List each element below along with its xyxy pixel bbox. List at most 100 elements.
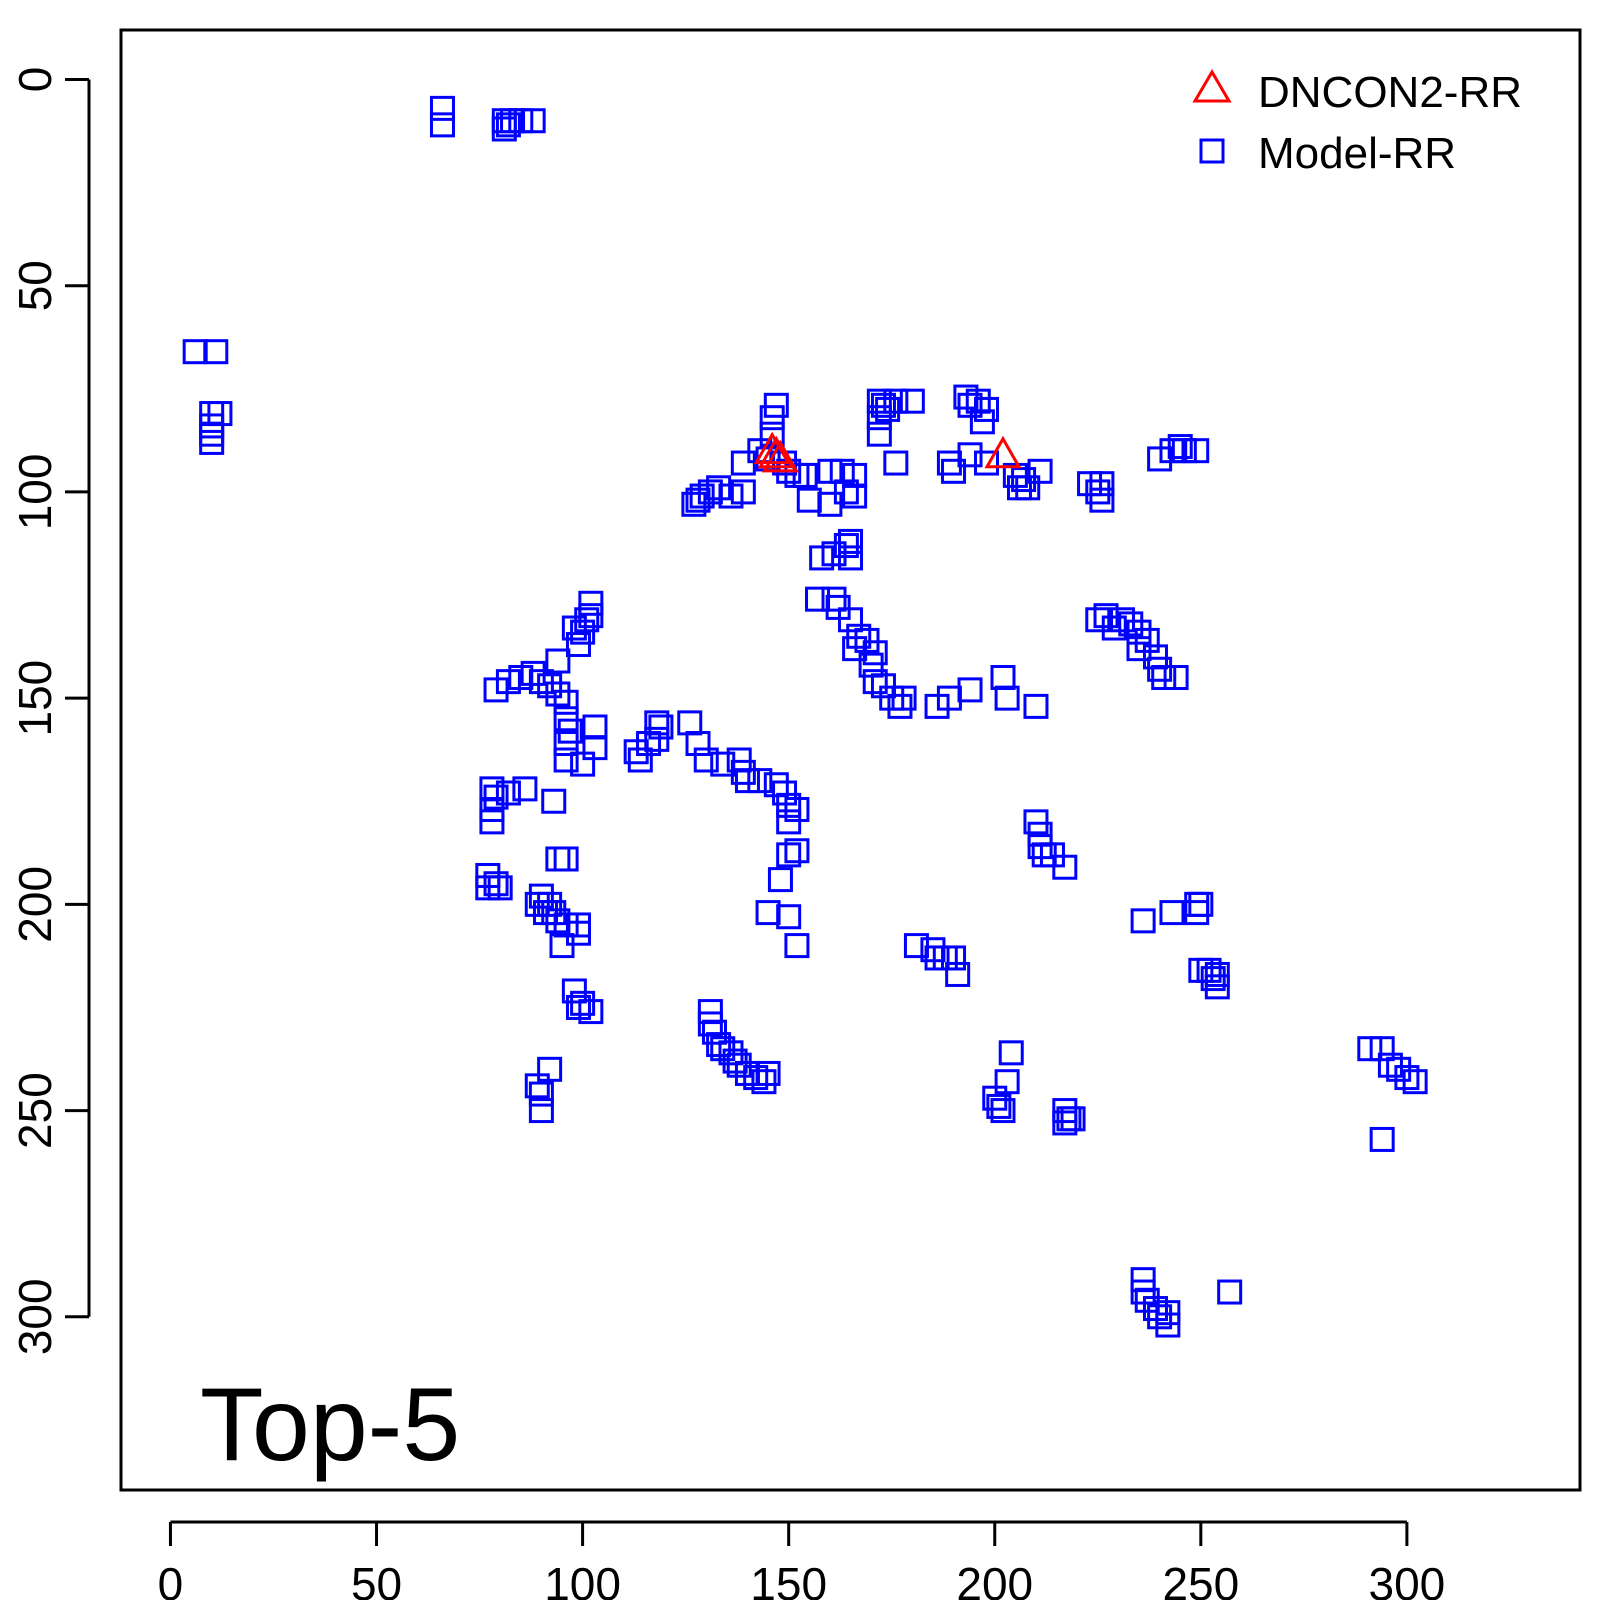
model-rr-point [1027,458,1053,484]
x-axis: 0 50 100 150 200 250 300 [158,1520,1446,1600]
model-rr-point [549,933,575,959]
model-rr-point [565,632,591,658]
legend-marker-dncon2-rr [1192,69,1232,103]
model-rr-point [475,875,501,901]
model-rr-point [1011,467,1037,493]
x-tick-label: 300 [1369,1558,1446,1600]
x-tick-label: 100 [544,1558,621,1600]
model-rr-point [776,904,802,930]
model-rr-point [644,710,670,736]
x-tick-label: 250 [1162,1558,1239,1600]
model-rr-point [866,405,892,431]
model-rr-point [866,421,892,447]
model-rr-point [1052,854,1078,880]
model-rr-point [899,388,925,414]
legend: DNCON2-RR Model-RR [1192,68,1522,178]
model-rr-point [957,677,983,703]
model-rr-point [429,95,455,121]
model-rr-point [1147,1304,1173,1330]
y-axis: 0 50 100 150 200 250 300 [9,67,91,1355]
y-tick-label: 200 [9,866,61,943]
model-rr-point [838,528,863,554]
model-rr-point [945,961,971,987]
series-dncon2-rr [753,431,1022,473]
model-rr-point [1118,611,1144,637]
model-rr-point [1155,1312,1181,1338]
model-rr-point [838,545,863,571]
model-rr-point [1085,479,1111,505]
model-rr-point [883,388,909,414]
model-rr-point [570,990,596,1016]
y-tick-label: 300 [9,1278,61,1355]
model-rr-point [1151,665,1177,691]
y-tick-label: 250 [9,1072,61,1149]
model-rr-point [199,429,225,455]
x-tick-label: 150 [750,1558,827,1600]
model-rr-point [512,776,538,802]
model-rr-point [1369,1036,1395,1062]
model-rr-point [891,685,917,711]
model-rr-point [677,710,703,736]
model-rr-point [998,1040,1024,1066]
model-rr-point [1060,1106,1086,1132]
model-rr-point [1188,891,1214,917]
dncon2-rr-point [757,435,795,469]
model-rr-point [429,112,455,138]
model-rr-point [833,479,859,505]
model-rr-point [1167,434,1193,460]
model-rr-point [875,396,901,422]
model-rr-point [1204,974,1230,1000]
y-tick-label: 100 [9,454,61,531]
model-rr-point [957,442,983,468]
model-rr-point [537,673,563,699]
model-rr-point [751,1069,777,1095]
model-rr-point [1394,1065,1420,1091]
model-rr-point [199,421,225,447]
model-rr-point [887,693,913,719]
y-tick-label: 150 [9,660,61,737]
model-rr-point [792,462,818,488]
model-rr-point [1089,471,1115,497]
model-rr-point [545,846,571,872]
model-rr-point [776,792,802,818]
model-rr-point [994,685,1020,711]
model-rr-point [1126,636,1152,662]
model-rr-point [730,759,756,785]
model-rr-point [537,891,563,917]
legend-label-dncon2-rr: DNCON2-RR [1258,68,1522,117]
y-tick-label: 0 [9,67,61,93]
model-rr-point [1217,1279,1243,1305]
model-rr-point [821,586,847,612]
model-rr-point [524,1073,550,1099]
model-rr-point [561,615,587,641]
model-rr-point [842,483,868,509]
model-rr-point [767,867,793,893]
model-rr-point [1402,1069,1428,1095]
model-rr-point [627,747,653,773]
model-rr-point [648,714,674,740]
panel-label: Top-5 [200,1367,460,1483]
model-rr-point [685,487,711,513]
model-rr-point [1200,966,1226,992]
model-rr-point [759,405,785,431]
plot-frame [119,28,1582,1492]
model-rr-point [1089,487,1115,513]
model-rr-point [838,607,863,633]
model-rr-point [491,116,517,142]
model-rr-point [1085,607,1111,633]
model-rr-point [1184,900,1210,926]
model-rr-point [207,401,233,427]
model-rr-point [545,681,571,707]
series-model-rr [182,95,1428,1338]
model-rr-point [541,788,567,814]
model-rr-point [1196,957,1222,983]
model-rr-point [495,780,521,806]
model-rr-point [582,735,608,761]
model-rr-point [974,450,1000,476]
model-rr-point [565,912,591,938]
model-rr-point [776,842,802,868]
model-rr-point [755,1060,781,1086]
model-rr-point [681,491,707,517]
model-rr-point [990,1098,1016,1124]
model-rr-point [986,1093,1012,1119]
